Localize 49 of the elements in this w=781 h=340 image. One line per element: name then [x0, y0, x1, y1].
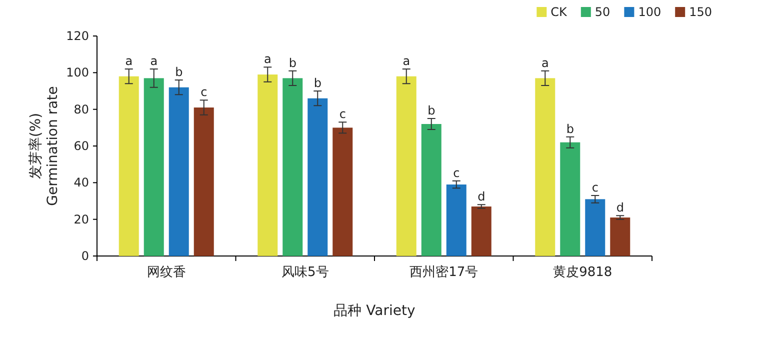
- data-label: b: [314, 76, 322, 90]
- bar: [421, 124, 442, 256]
- bar: [610, 218, 630, 256]
- y-tick-label: 120: [66, 29, 89, 43]
- bar: [308, 98, 328, 256]
- bar: [282, 78, 303, 256]
- bar: [535, 78, 556, 256]
- x-tick-label: 黄皮9818: [553, 265, 612, 280]
- legend-label: 100: [638, 5, 662, 19]
- y-tick-label: 60: [74, 139, 89, 153]
- data-label: b: [428, 104, 436, 118]
- legend-label: 150: [689, 5, 712, 19]
- data-label: b: [288, 56, 296, 70]
- data-label: c: [200, 85, 208, 100]
- data-label: a: [402, 54, 410, 68]
- bar: [396, 76, 416, 256]
- bar: [144, 78, 164, 256]
- y-tick-label: 0: [81, 249, 89, 263]
- data-label: a: [541, 56, 549, 70]
- y-axis-title: 发芽率(%) Germination rate: [28, 86, 61, 206]
- legend-label: 50: [594, 5, 610, 19]
- x-tick-label: 西州密17号: [410, 265, 478, 280]
- y-tick-label: 20: [74, 212, 89, 226]
- bar: [560, 142, 580, 256]
- y-tick-label: 40: [74, 176, 89, 190]
- x-tick-label: 风味5号: [281, 265, 329, 280]
- bar: [332, 128, 353, 256]
- legend-label: CK: [550, 5, 568, 19]
- x-tick-label: 网纹香: [146, 265, 186, 280]
- y-tick-label: 100: [66, 66, 89, 80]
- data-label: c: [592, 180, 598, 194]
- data-label: d: [616, 200, 624, 215]
- data-label: a: [150, 54, 158, 68]
- bar: [258, 74, 278, 256]
- x-axis-title: 品种 Variety: [334, 303, 416, 319]
- bar: [471, 206, 492, 256]
- data-label: b: [566, 122, 574, 136]
- data-label: b: [175, 65, 183, 79]
- bar: [446, 184, 466, 256]
- data-label: c: [453, 166, 460, 180]
- bar: [168, 87, 189, 256]
- bar: [585, 199, 606, 256]
- y-tick-label: 80: [74, 102, 89, 116]
- bar: [118, 76, 139, 256]
- data-label: d: [478, 190, 486, 204]
- data-label: c: [339, 107, 346, 122]
- data-label: a: [264, 52, 272, 66]
- data-label: a: [125, 54, 133, 68]
- bar: [194, 108, 214, 256]
